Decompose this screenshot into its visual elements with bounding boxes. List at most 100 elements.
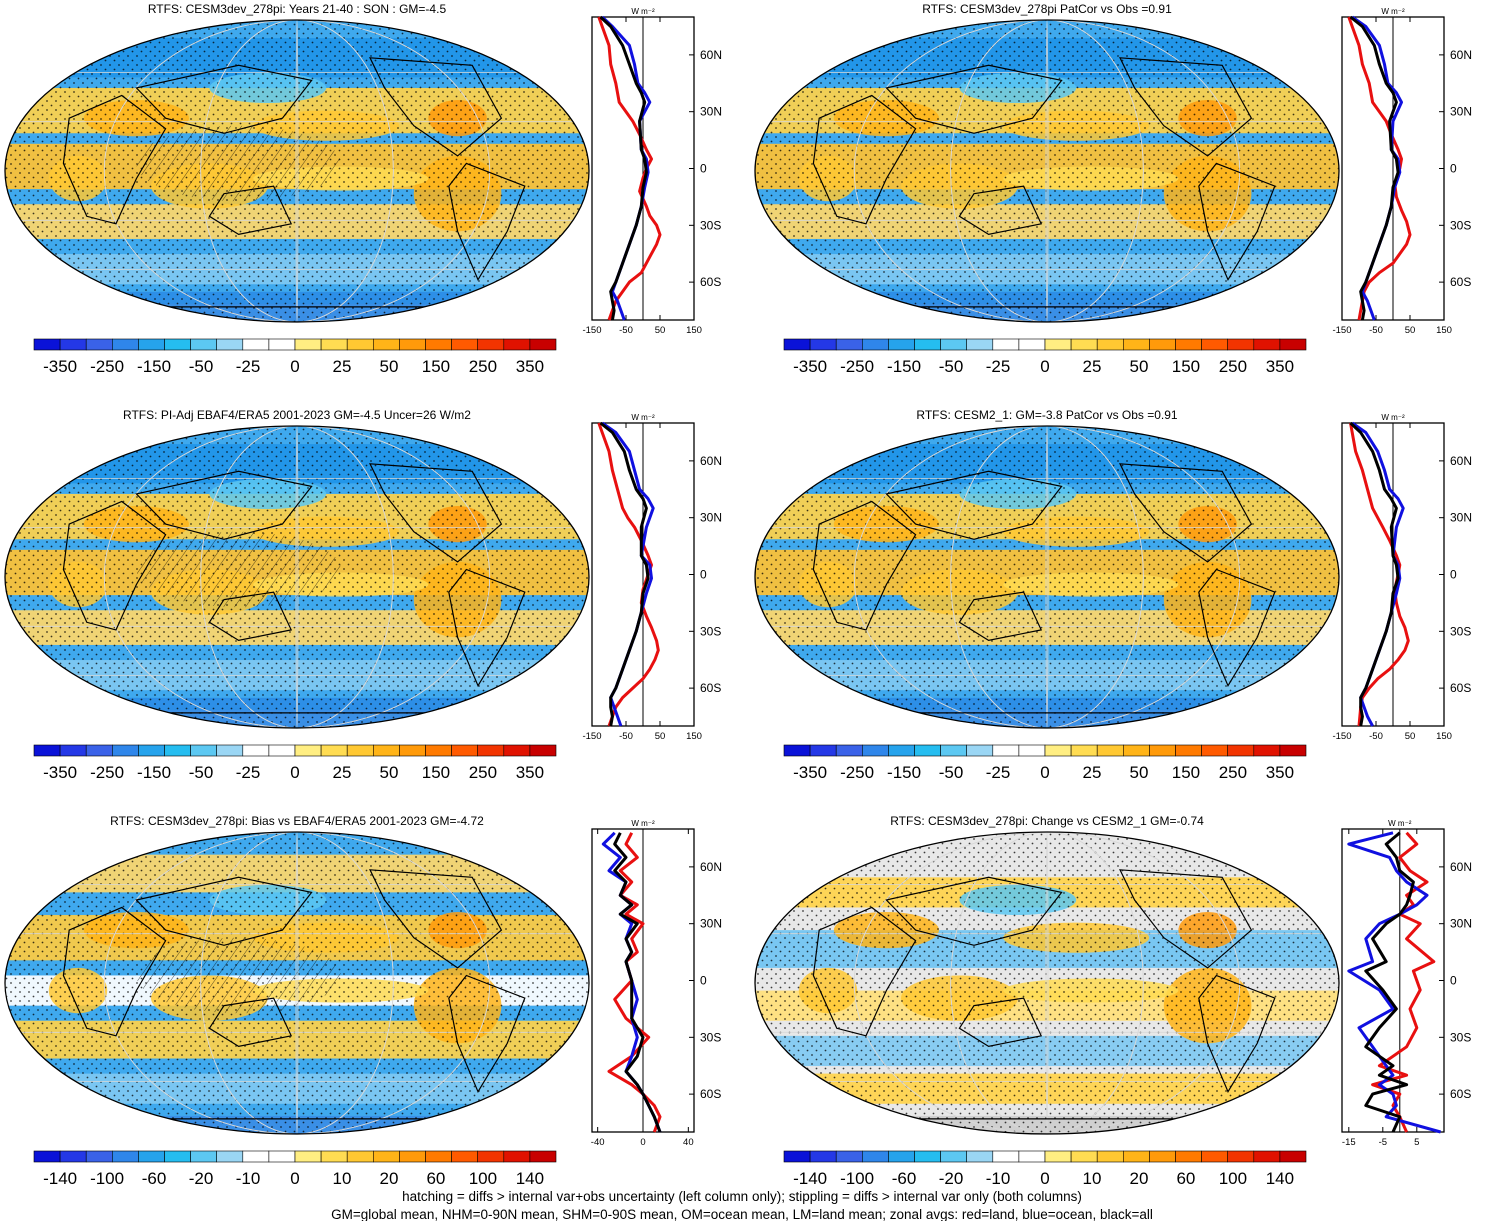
colorbar-label: -25: [986, 763, 1011, 782]
colorbar-swatch: [1096, 338, 1124, 351]
colorbar-label: -250: [840, 763, 874, 782]
colorbar-label: 150: [422, 763, 450, 782]
colorbar-label: -25: [236, 357, 261, 376]
zonal-lat-label: 30S: [700, 624, 721, 638]
zonal-lat-label: 60S: [700, 1087, 721, 1101]
colorbar-label: 0: [1040, 357, 1049, 376]
colorbar-swatch: [529, 1150, 557, 1163]
colorbar-swatch: [164, 744, 191, 757]
colorbar-label: 0: [1040, 763, 1049, 782]
colorbar-swatch: [320, 1150, 348, 1163]
map-outline: [754, 831, 1340, 1135]
colorbar-label: -350: [43, 357, 77, 376]
zonal-lat-label: 60N: [1450, 454, 1472, 468]
colorbar-swatch: [1070, 1150, 1098, 1163]
colorbar-swatch: [809, 338, 837, 351]
colorbar-swatch: [914, 338, 941, 351]
zonal-lat-label: 60N: [1450, 48, 1472, 62]
colorbar-swatch: [372, 1150, 400, 1163]
colorbar-swatch: [809, 744, 837, 757]
colorbar-swatch: [216, 744, 244, 757]
zonal-x-tick-label: -150: [582, 325, 601, 336]
colorbar-label: 0: [1040, 1169, 1049, 1188]
map-field: [5, 20, 589, 322]
colorbar-swatch: [190, 338, 218, 351]
colorbar-swatch: [503, 1150, 531, 1163]
zonal-x-tick-label: -50: [619, 325, 633, 336]
colorbar-swatch: [888, 1150, 915, 1163]
colorbar-swatch: [529, 744, 557, 757]
colorbar-swatch: [1201, 744, 1228, 757]
colorbar-swatch: [346, 744, 374, 757]
zonal-lat-label: 60N: [700, 860, 722, 874]
zonal-series-all: [1364, 831, 1415, 1133]
colorbar-swatch: [425, 1150, 452, 1163]
colorbar-swatch: [346, 338, 374, 351]
colorbar-swatch: [888, 338, 915, 351]
map-field: [755, 832, 1339, 1134]
zonal-lat-label: 60S: [700, 681, 721, 695]
colorbar-swatch: [1279, 338, 1307, 351]
colorbar-label: 20: [379, 1169, 398, 1188]
zonal-x-tick-label: -50: [1369, 731, 1383, 742]
colorbar-label: 350: [516, 763, 544, 782]
map-field: [5, 832, 589, 1134]
colorbar-label: 25: [333, 357, 352, 376]
colorbar-swatch: [451, 744, 479, 757]
colorbar-swatch: [1149, 744, 1176, 757]
colorbar-swatch: [1123, 1150, 1150, 1163]
colorbar-swatch: [1149, 338, 1176, 351]
panel-p1: RTFS: CESM3dev_278pi: Years 21-40 : SON …: [4, 2, 722, 376]
colorbar-swatch: [1227, 1150, 1255, 1163]
colorbar-label: -350: [793, 357, 827, 376]
zonal-x-tick-label: 50: [1405, 731, 1416, 742]
colorbar-swatch: [477, 744, 505, 757]
colorbar-label: -50: [939, 357, 964, 376]
colorbar-label: -50: [939, 763, 964, 782]
colorbar-label: 100: [1219, 1169, 1247, 1188]
colorbar-swatch: [1096, 744, 1124, 757]
colorbar-swatch: [1044, 744, 1072, 757]
zonal-x-tick-label: 50: [655, 731, 666, 742]
map-outline: [4, 425, 590, 729]
colorbar-swatch: [85, 1150, 113, 1163]
colorbar-swatch: [242, 338, 270, 351]
colorbar-swatch: [966, 744, 994, 757]
zonal-units: W m⁻²: [1388, 819, 1412, 828]
colorbar-swatch: [835, 338, 863, 351]
colorbar-label: 100: [469, 1169, 497, 1188]
zonal-units: W m⁻²: [631, 819, 655, 828]
colorbar-swatch: [966, 338, 994, 351]
zonal-x-tick-label: 5: [1414, 1137, 1419, 1148]
colorbar-swatch: [268, 1150, 296, 1163]
map-field: [755, 426, 1339, 728]
zonal-series-all: [599, 15, 648, 321]
colorbar-swatch: [1253, 1150, 1281, 1163]
panel-title: RTFS: PI-Adj EBAF4/ERA5 2001-2023 GM=-4.…: [123, 408, 471, 422]
colorbar-swatch: [940, 338, 967, 351]
colorbar-swatch: [992, 338, 1020, 351]
zonal-lat-label: 30S: [1450, 218, 1471, 232]
colorbar-swatch: [477, 338, 505, 351]
colorbar-swatch: [1279, 744, 1307, 757]
zonal-x-tick-label: 50: [1405, 325, 1416, 336]
colorbar-label: -150: [887, 357, 921, 376]
colorbar-swatch: [835, 744, 863, 757]
colorbar-swatch: [399, 338, 426, 351]
colorbar-swatch: [85, 338, 113, 351]
colorbar-label: -250: [90, 763, 124, 782]
colorbar-label: -10: [236, 1169, 261, 1188]
colorbar-label: -140: [793, 1169, 827, 1188]
colorbar-swatch: [1018, 1150, 1046, 1163]
colorbar-label: -150: [137, 763, 171, 782]
colorbar-swatch: [1253, 338, 1281, 351]
colorbar-swatch: [783, 744, 811, 757]
panel-p4: RTFS: CESM2_1: GM=-3.8 PatCor vs Obs =0.…: [754, 408, 1472, 782]
zonal-x-tick-label: -50: [1369, 325, 1383, 336]
colorbar-swatch: [529, 338, 557, 351]
colorbar-swatch: [320, 338, 348, 351]
zonal-lat-label: 0: [1450, 568, 1457, 582]
colorbar-label: -100: [840, 1169, 874, 1188]
colorbar-label: 60: [1176, 1169, 1195, 1188]
